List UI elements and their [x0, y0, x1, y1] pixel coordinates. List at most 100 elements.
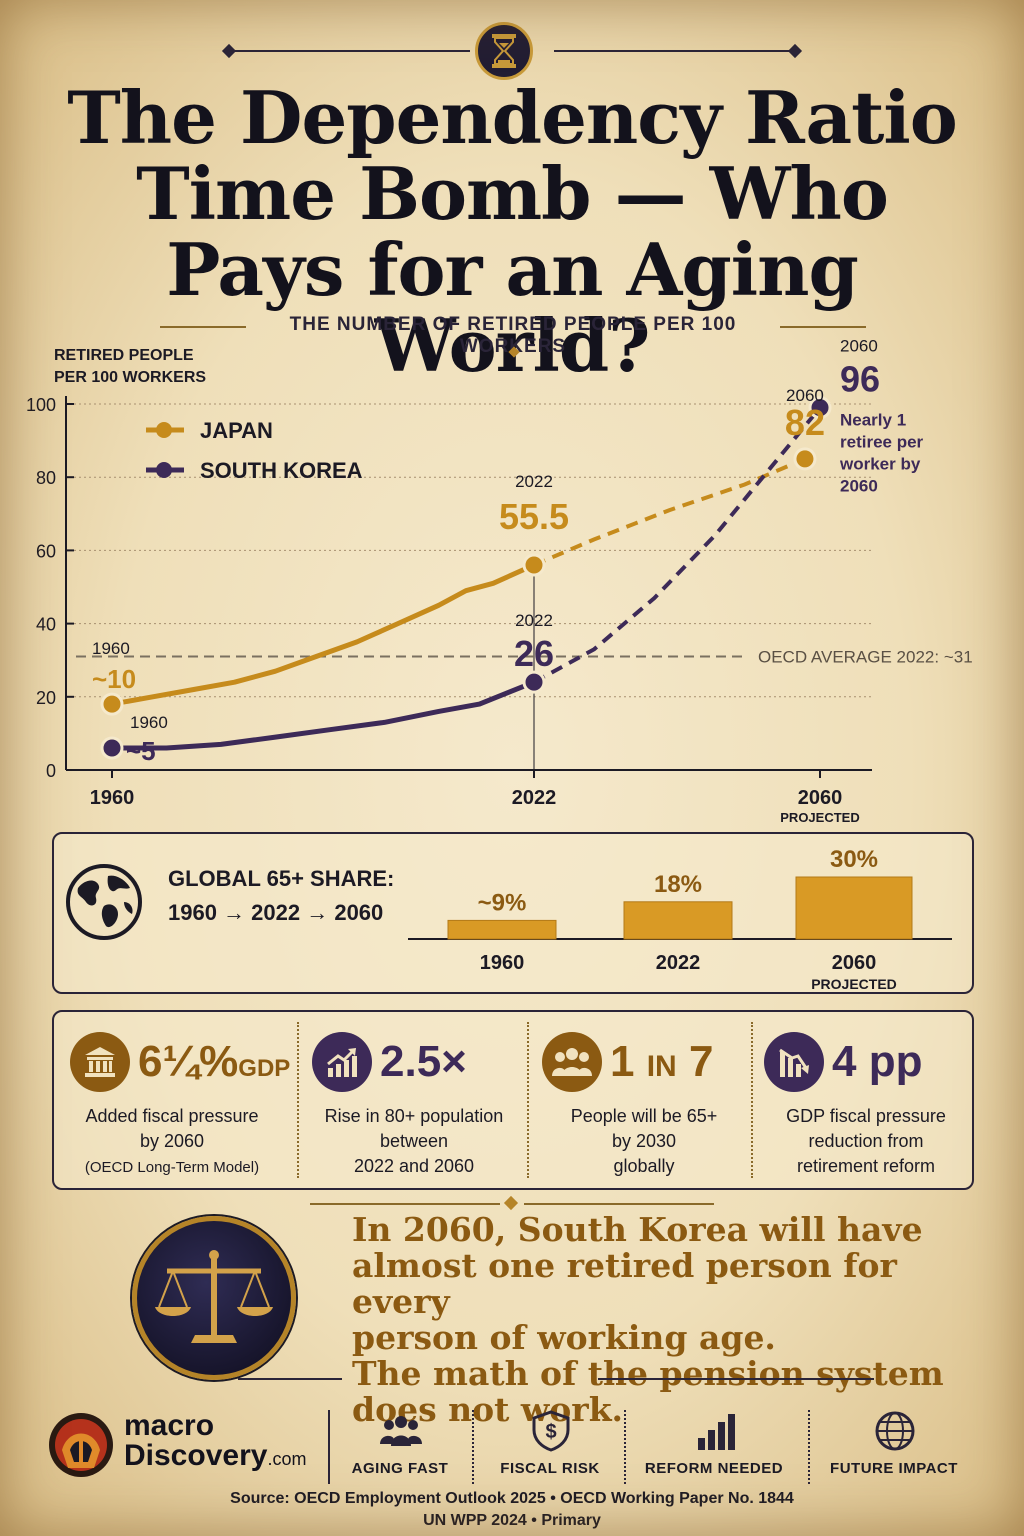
- annotation-year: 2022: [515, 611, 553, 630]
- svg-text:$: $: [545, 1421, 556, 1443]
- stat-description: Added fiscal pressure by 2060 (OECD Long…: [84, 1106, 260, 1176]
- annotation-year: 2060: [786, 386, 824, 405]
- korea-2060-note: 2060: [840, 477, 878, 496]
- quote-ornament: [0, 1194, 1024, 1214]
- data-point: [522, 553, 546, 577]
- key-takeaway-quote: In 2060, South Korea will have almost on…: [352, 1210, 944, 1429]
- stat-value: 4 pp: [832, 1037, 923, 1086]
- legend-swatch-dot: [156, 462, 172, 478]
- share-category-label: 2060: [832, 952, 877, 974]
- tag-reform-needed: REFORM NEEDED: [644, 1408, 784, 1488]
- brand-name-line1: macro: [124, 1409, 215, 1442]
- stat-80plus-rise: 2.5× Rise in 80+ population between 2022…: [300, 1020, 528, 1180]
- tag-aging-fast: AGING FAST: [330, 1408, 470, 1488]
- share-bar: [795, 876, 913, 940]
- share-bar-label: ~9%: [478, 889, 527, 916]
- annotation-value-korea: ~5: [126, 736, 156, 766]
- annotation-year: 2022: [515, 472, 553, 491]
- bar-chart-icon: [698, 1414, 735, 1450]
- y-tick-label: 60: [36, 541, 56, 561]
- annotation-value-japan: 55.5: [499, 496, 569, 537]
- hourglass-icon: [475, 22, 533, 80]
- y-tick-label: 20: [36, 688, 56, 708]
- globe-icon: [66, 864, 142, 940]
- people-group-icon: [542, 1032, 602, 1092]
- korea-2060-note: retiree per: [840, 433, 924, 452]
- legend-label: SOUTH KOREA: [200, 458, 363, 483]
- stat-fiscal-pressure: 6¼%GDP Added fiscal pressure by 2060 (OE…: [58, 1020, 290, 1180]
- annotation-value-japan: 82: [785, 402, 825, 443]
- share-bar: [623, 901, 733, 940]
- y-tick-label: 40: [36, 615, 56, 635]
- stat-divider: [297, 1022, 299, 1178]
- stat-description: Rise in 80+ population between 2022 and …: [324, 1106, 504, 1176]
- page-title: The Dependency Ratio Time Bomb — Who Pay…: [67, 75, 958, 388]
- data-point: [808, 396, 832, 420]
- stat-divider: [527, 1022, 529, 1178]
- footer-divider: [328, 1410, 330, 1484]
- stat-value: 6¼%GDP: [138, 1037, 291, 1086]
- dependency-ratio-line-chart: RETIRED PEOPLE PER 100 WORKERS 0 20 40 60 80 10…: [26, 337, 973, 825]
- data-point: [100, 736, 124, 760]
- x-tick-label: 1960: [90, 787, 135, 809]
- stat-one-in-seven: 1 IN 7 People will be 65+ by 2030 global…: [530, 1020, 758, 1180]
- chart-arrow-down-icon: [764, 1032, 824, 1092]
- legend-label: JAPAN: [200, 418, 273, 443]
- tag-fiscal-risk: $ FISCAL RISK: [480, 1408, 620, 1488]
- subtitle-row: THE NUMBER OF RETIRED PEOPLE PER 100 WOR…: [0, 314, 1024, 358]
- data-point: [793, 447, 817, 471]
- stats-panel: [52, 1010, 974, 1190]
- stat-description: GDP fiscal pressure reduction from retir…: [786, 1106, 946, 1176]
- quote-rule: [598, 1378, 874, 1380]
- header-ornament: [0, 22, 1024, 82]
- annotation-year: 1960: [92, 639, 130, 658]
- x-tick-label: 2022: [512, 787, 557, 809]
- series-line-south-korea: [112, 679, 535, 751]
- global-share-title: GLOBAL 65+ SHARE:: [168, 866, 395, 891]
- y-tick-label: 80: [36, 468, 56, 488]
- data-point: [100, 692, 124, 716]
- annotation-value-korea: 96: [840, 359, 880, 400]
- annotation-value-korea: 26: [514, 633, 554, 674]
- oecd-average-label: OECD AVERAGE 2022: ~31: [758, 648, 973, 667]
- stat-description: People will be 65+ by 2030 globally: [570, 1106, 718, 1176]
- annotation-value-japan: ~10: [92, 664, 136, 694]
- series-line-japan: [111, 562, 536, 707]
- series-projection-south-korea: [533, 406, 822, 684]
- stat-reform-reduction: 4 pp GDP fiscal pressure reduction from …: [752, 1020, 980, 1180]
- annotation-year: 1960: [130, 713, 168, 732]
- stat-value: 1 IN 7: [610, 1037, 714, 1086]
- share-bar-label: 30%: [830, 846, 878, 873]
- people-group-icon: [380, 1416, 422, 1446]
- scales-of-justice-icon: [132, 1216, 296, 1380]
- footer-divider: [472, 1410, 474, 1484]
- source-line-1: Source: OECD Employment Outlook 2025 • O…: [230, 1490, 794, 1507]
- brand-name-line2: Discovery.com: [124, 1439, 307, 1472]
- y-tick-label: 100: [26, 395, 56, 415]
- share-bar: [447, 919, 557, 940]
- series-projection-japan: [533, 457, 806, 567]
- x-tick-sublabel: PROJECTED: [780, 810, 859, 825]
- tag-future-impact: FUTURE IMPACT: [824, 1408, 964, 1488]
- share-category-label: 2022: [656, 952, 701, 974]
- bank-building-icon: [70, 1032, 130, 1092]
- stat-value-suffix: GDP: [238, 1055, 291, 1082]
- chart-arrow-up-icon: [312, 1032, 372, 1092]
- y-axis-label: RETIRED PEOPLE: [54, 347, 194, 364]
- share-bar-label: 18%: [654, 871, 702, 898]
- global-share-years: 1960 → 2022 → 2060: [168, 900, 384, 925]
- legend-swatch-dot: [156, 422, 172, 438]
- macro-discovery-logo: [49, 1413, 113, 1477]
- share-category-sublabel: PROJECTED: [811, 976, 897, 992]
- stat-value: 2.5×: [380, 1037, 467, 1086]
- annotation-year: 2060: [840, 337, 878, 356]
- shield-dollar-icon: $: [532, 1410, 570, 1452]
- y-axis-label: PER 100 WORKERS: [54, 369, 206, 386]
- y-tick-label: 0: [46, 761, 56, 781]
- stat-divider: [751, 1022, 753, 1178]
- footer-divider: [808, 1410, 810, 1484]
- footer-divider: [624, 1410, 626, 1484]
- global-share-bar-chart: ~9% 1960 18% 2022 30% 2060 PROJECTED: [408, 846, 952, 992]
- share-category-label: 1960: [480, 952, 525, 974]
- korea-2060-note: worker by: [839, 455, 921, 474]
